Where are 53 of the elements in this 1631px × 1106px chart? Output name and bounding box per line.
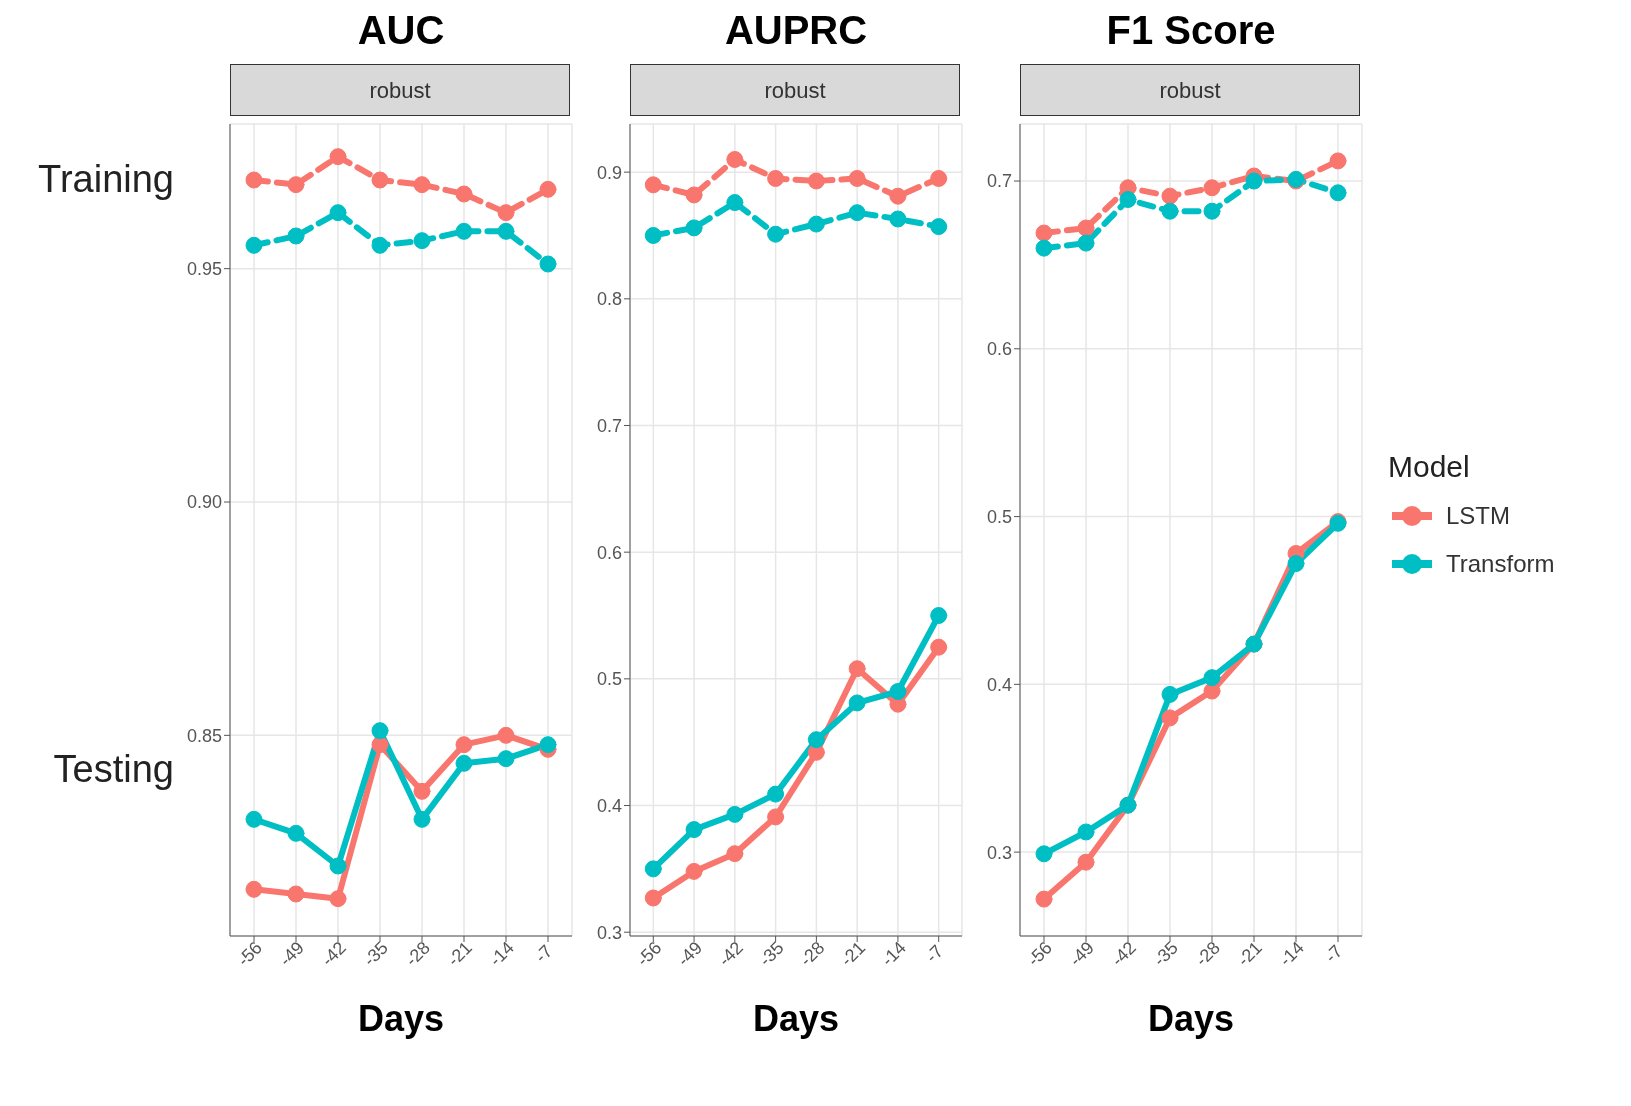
x-axis-title: Days [356,998,446,1040]
y-tick-label: 0.4 [596,795,622,816]
x-tick-label: -14 [1275,937,1309,971]
y-tick-label: 0.5 [986,506,1012,527]
x-tick-label: -28 [795,937,829,971]
chart-title: F1 Score [1105,8,1277,54]
x-tick-label: -42 [1107,937,1141,971]
legend-title: Model [1388,450,1471,484]
x-tick-label: -7 [531,941,557,967]
x-tick-label: -56 [1023,937,1057,971]
y-tick-label: 0.6 [986,339,1012,360]
chart-subtitle: robust [1020,64,1360,116]
x-tick-label: -14 [485,937,519,971]
legend-label: LSTM [1446,502,1511,530]
y-tick-label: 0.9 [596,162,622,183]
y-tick-label: 0.6 [596,542,622,563]
x-tick-label: -56 [632,937,666,971]
x-tick-label: -21 [1233,937,1267,971]
x-tick-label: -49 [1065,937,1099,971]
x-tick-label: -21 [443,937,477,971]
chart-subtitle: robust [630,64,960,116]
x-tick-label: -35 [1149,937,1183,971]
x-axis-title: Days [1146,998,1236,1040]
y-tick-label: 0.90 [186,492,222,513]
x-axis-title: Days [751,998,841,1040]
y-tick-label: 0.95 [186,259,222,280]
y-tick-label: 0.7 [986,171,1012,192]
y-tick-label: 0.3 [986,842,1012,863]
x-tick-label: -49 [673,937,707,971]
x-tick-label: -7 [921,941,948,967]
x-tick-label: -42 [317,937,351,971]
y-tick-label: 0.8 [596,289,622,310]
chart-title: AUC [356,8,446,54]
x-tick-label: -21 [836,937,870,971]
legend-label: Transform [1446,550,1555,578]
x-tick-label: -56 [233,937,267,971]
x-tick-label: -28 [401,937,435,971]
x-tick-label: -28 [1191,937,1225,971]
x-tick-label: -14 [877,937,910,971]
x-tick-label: -7 [1321,941,1347,967]
y-tick-label: 0.4 [986,674,1012,695]
y-tick-label: 0.5 [596,669,622,690]
chart-title: AUPRC [723,8,869,54]
x-tick-label: -35 [755,937,788,971]
x-tick-label: -35 [359,937,393,971]
text: Testing [53,748,174,791]
x-tick-label: -42 [714,937,747,971]
y-tick-label: 0.3 [596,922,622,943]
text: Training [38,158,174,201]
x-tick-label: -49 [275,937,309,971]
y-tick-label: 0.7 [596,415,622,436]
y-tick-label: 0.85 [186,725,222,746]
chart-subtitle: robust [230,64,570,116]
